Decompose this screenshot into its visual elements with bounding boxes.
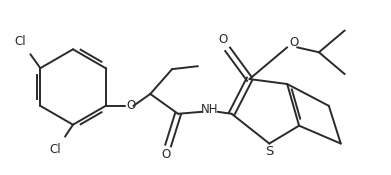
Text: O: O: [161, 148, 171, 161]
Text: Cl: Cl: [49, 143, 61, 156]
Text: O: O: [127, 99, 136, 112]
Text: Cl: Cl: [15, 35, 26, 48]
Text: S: S: [265, 145, 274, 158]
Text: O: O: [218, 33, 227, 46]
Text: NH: NH: [201, 103, 219, 116]
Text: O: O: [289, 36, 299, 49]
